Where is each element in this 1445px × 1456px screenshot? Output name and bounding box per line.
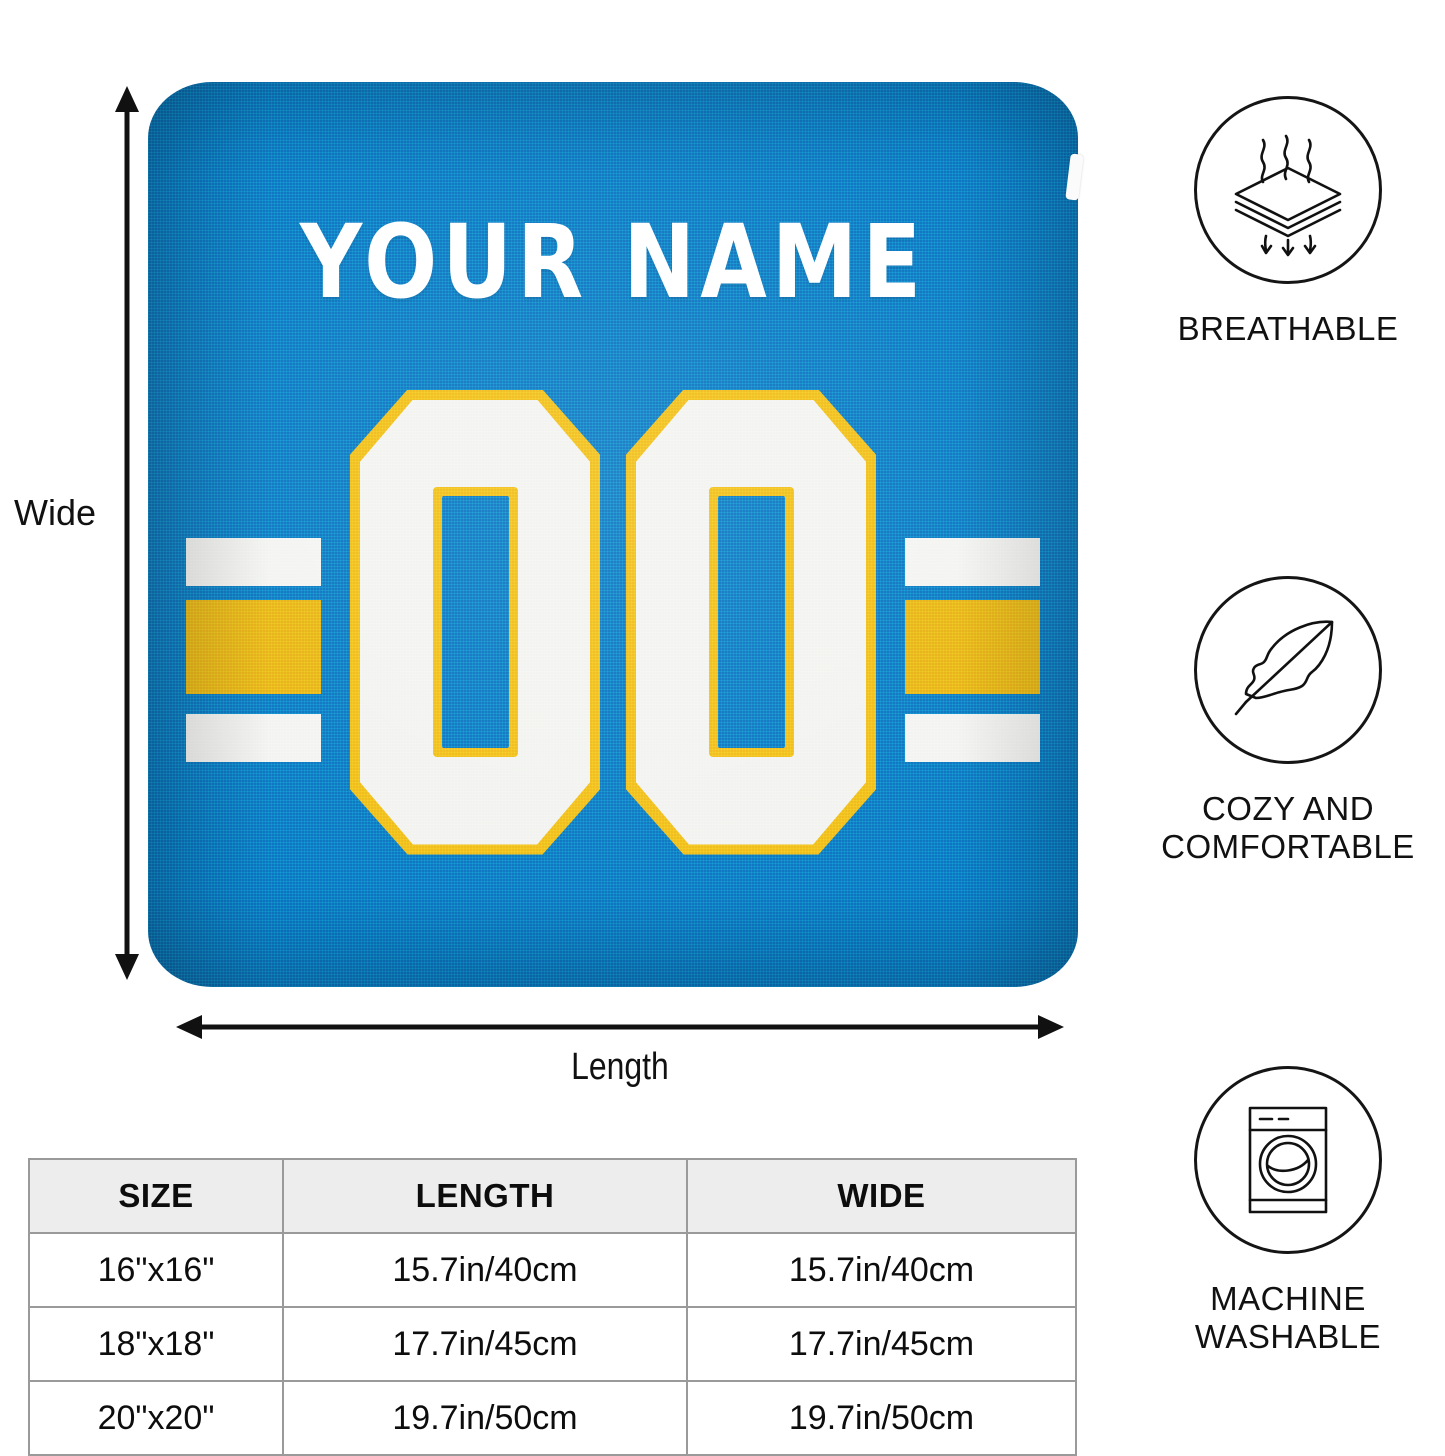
feature-machine-washable: MACHINE WASHABLE xyxy=(1128,1066,1445,1357)
stripe-white-bottom xyxy=(905,714,1040,762)
stripe-group-right xyxy=(905,538,1040,778)
digit-outline xyxy=(350,389,600,855)
digit-counter-outline xyxy=(432,487,518,757)
header-wide: WIDE xyxy=(686,1158,1077,1234)
cell-wide: 19.7in/50cm xyxy=(686,1380,1077,1456)
length-dimension-label: Length xyxy=(571,1046,669,1088)
wide-dimension-label: Wide xyxy=(14,492,97,533)
washing-machine-icon xyxy=(1248,1106,1328,1214)
header-size: SIZE xyxy=(28,1158,284,1234)
cell-wide: 15.7in/40cm xyxy=(686,1232,1077,1308)
feature-icon-circle xyxy=(1194,96,1382,284)
stripe-group-left xyxy=(186,538,321,778)
cell-size: 20"x20" xyxy=(28,1380,284,1456)
table-header-row: SIZE LENGTH WIDE xyxy=(28,1158,1077,1234)
length-dimension-arrow xyxy=(176,1015,1064,1039)
stripe-white-top xyxy=(905,538,1040,586)
stripe-white-bottom xyxy=(186,714,321,762)
pillow-name-text: YOUR NAME xyxy=(299,203,927,322)
cell-length: 17.7in/45cm xyxy=(282,1306,688,1382)
feature-label: MACHINE WASHABLE xyxy=(1194,1280,1382,1356)
cell-size: 16"x16" xyxy=(28,1232,284,1308)
stripe-gold-middle xyxy=(186,600,321,694)
pillow-number-text xyxy=(148,382,1078,862)
stripe-white-top xyxy=(186,538,321,586)
cell-length: 15.7in/40cm xyxy=(282,1232,688,1308)
feature-label: COZY AND COMFORTABLE xyxy=(1161,790,1415,866)
feather-icon xyxy=(1234,620,1334,716)
jersey-digit xyxy=(350,389,600,855)
feature-icon-circle xyxy=(1194,576,1382,764)
feature-cozy-comfortable: COZY AND COMFORTABLE xyxy=(1128,576,1445,867)
breathable-layers-icon xyxy=(1234,134,1342,257)
pillow-body: YOUR NAME xyxy=(148,82,1078,987)
feature-breathable: BREATHABLE xyxy=(1128,96,1445,348)
digit-outline xyxy=(626,389,876,855)
digit-counter-fill xyxy=(717,496,785,748)
pillow-product-image: YOUR NAME xyxy=(148,82,1084,987)
cell-size: 18"x18" xyxy=(28,1306,284,1382)
digit-counter-fill xyxy=(441,496,509,748)
header-length: LENGTH xyxy=(282,1158,688,1234)
cell-length: 19.7in/50cm xyxy=(282,1380,688,1456)
wide-dimension-arrow xyxy=(115,86,139,980)
feature-label: BREATHABLE xyxy=(1177,310,1399,347)
digit-counter-outline xyxy=(708,487,794,757)
size-chart-table: SIZE LENGTH WIDE 16"x16" 15.7in/40cm 15.… xyxy=(28,1158,1077,1456)
table-row: 20"x20" 19.7in/50cm 19.7in/50cm xyxy=(28,1380,1077,1456)
feature-icon-circle xyxy=(1194,1066,1382,1254)
table-row: 18"x18" 17.7in/45cm 17.7in/45cm xyxy=(28,1306,1077,1382)
cell-wide: 17.7in/45cm xyxy=(686,1306,1077,1382)
jersey-digit xyxy=(626,389,876,855)
stripe-gold-middle xyxy=(905,600,1040,694)
table-row: 16"x16" 15.7in/40cm 15.7in/40cm xyxy=(28,1232,1077,1308)
